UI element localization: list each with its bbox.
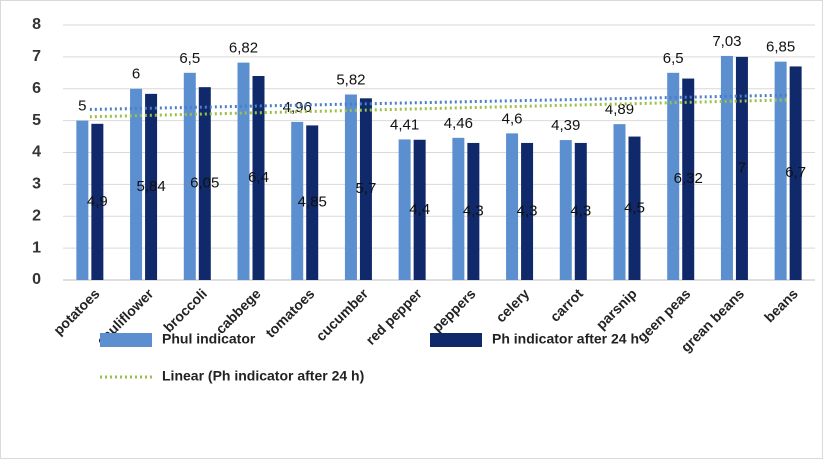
- y-tick-label: 8: [32, 16, 41, 33]
- data-label: 4,9: [87, 193, 108, 210]
- bar: [667, 72, 680, 280]
- data-label: 7,03: [712, 33, 741, 50]
- data-label: 4,89: [605, 101, 634, 118]
- y-tick-label: 6: [32, 80, 41, 97]
- data-label: 5,84: [136, 178, 165, 195]
- bar: [91, 123, 104, 280]
- bar: [506, 133, 519, 280]
- data-label: 4,85: [298, 194, 327, 211]
- y-tick-label: 4: [32, 144, 41, 161]
- bar: [720, 55, 733, 281]
- legend-swatch: [430, 333, 482, 347]
- data-label: 4,4: [409, 201, 430, 218]
- bar: [359, 98, 372, 280]
- bar: [467, 142, 480, 280]
- data-label: 6,4: [248, 169, 269, 186]
- bar: [613, 124, 626, 280]
- y-tick-label: 2: [32, 207, 41, 224]
- data-label: 5,82: [336, 71, 365, 88]
- bar: [130, 88, 143, 280]
- data-label: 4,41: [390, 116, 419, 133]
- data-label: 4,46: [444, 115, 473, 132]
- y-tick-label: 7: [32, 48, 41, 65]
- data-label: 7: [738, 159, 746, 176]
- data-label: 4,5: [624, 199, 645, 216]
- data-label: 6,7: [785, 164, 806, 181]
- bar: [306, 125, 319, 280]
- legend-label: Ph indicator after 24 h: [492, 331, 639, 347]
- data-label: 4,96: [283, 99, 312, 116]
- data-label: 4,3: [570, 202, 591, 219]
- data-label: 6,05: [190, 175, 219, 192]
- data-label: 6: [132, 66, 140, 83]
- bar: [559, 140, 572, 280]
- bar: [183, 72, 196, 280]
- bar: [774, 61, 787, 280]
- data-label: 6,5: [663, 50, 684, 67]
- data-label: 5,7: [355, 180, 376, 197]
- data-label: 5: [78, 98, 86, 115]
- trendline: [89, 93, 789, 111]
- data-label: 6,5: [179, 50, 200, 67]
- y-tick-label: 1: [32, 239, 41, 256]
- bar: [628, 136, 641, 280]
- bar: [76, 120, 89, 280]
- bar: [735, 56, 748, 280]
- bar: [237, 62, 250, 280]
- data-label: 6,82: [229, 40, 258, 57]
- bar: [413, 139, 426, 280]
- trendline: [89, 98, 789, 119]
- bar: [291, 121, 304, 281]
- y-tick-label: 5: [32, 112, 41, 129]
- y-tick-label: 3: [32, 176, 41, 193]
- bar: [145, 93, 158, 280]
- y-tick-label: 0: [32, 271, 41, 288]
- data-label: 6,85: [766, 39, 795, 56]
- data-label: 4,3: [517, 202, 538, 219]
- data-label: 4,3: [463, 202, 484, 219]
- bar: [789, 66, 802, 280]
- bar: [521, 142, 534, 280]
- bar: [574, 142, 587, 280]
- bar: [398, 139, 411, 280]
- data-label: 4,6: [502, 110, 523, 127]
- data-label: 4,39: [551, 117, 580, 134]
- bar: [252, 76, 265, 280]
- bar: [682, 78, 695, 280]
- legend-label: Linear (Ph indicator after 24 h): [162, 368, 364, 384]
- legend-swatch: [100, 333, 152, 347]
- data-label: 6,32: [674, 170, 703, 187]
- legend-label: Phul indicator: [162, 331, 256, 347]
- bar: [344, 94, 357, 280]
- bar: [452, 137, 465, 280]
- bar: [198, 87, 211, 280]
